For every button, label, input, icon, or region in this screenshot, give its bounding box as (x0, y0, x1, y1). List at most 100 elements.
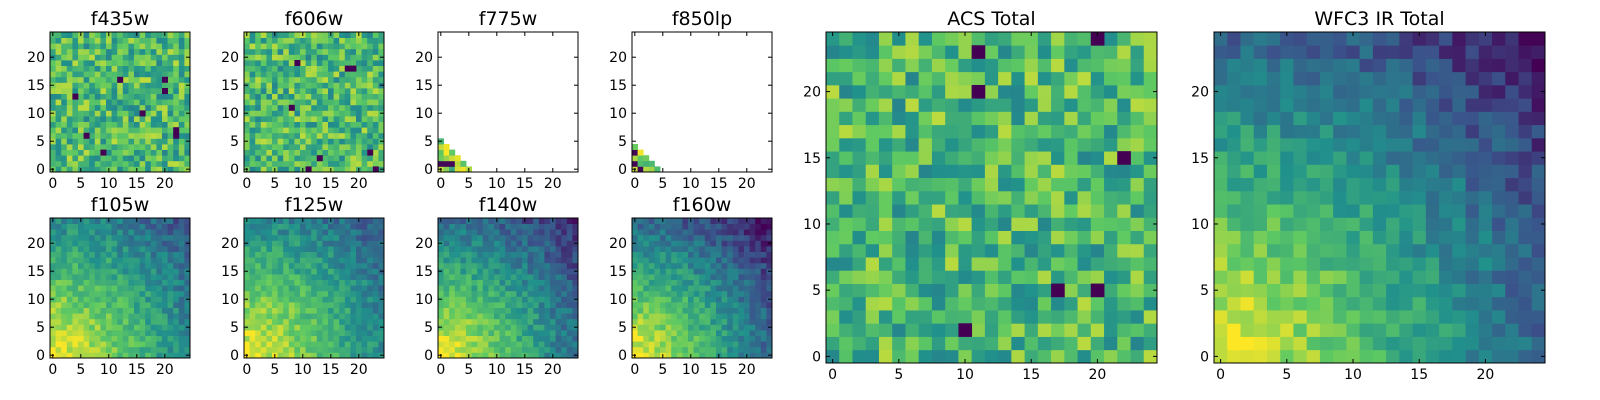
heatmap-cell (300, 110, 306, 117)
heatmap-cell (55, 324, 62, 331)
heatmap-cell (945, 58, 959, 73)
heatmap-cell (1425, 323, 1440, 337)
heatmap-cell (178, 82, 185, 89)
heatmap-cell (438, 307, 444, 314)
heatmap-cell (1051, 270, 1065, 284)
heatmap-cell (117, 324, 124, 331)
heatmap-cell (311, 335, 318, 342)
heatmap-cell (1319, 283, 1334, 298)
heatmap-cell (328, 341, 334, 348)
heatmap-cell (378, 104, 385, 111)
heatmap-cell (305, 274, 312, 280)
heatmap-cell (249, 60, 256, 66)
heatmap-cell (760, 223, 767, 230)
heatmap-cell (499, 223, 506, 230)
heatmap-cell (510, 307, 517, 314)
heatmap-cell (316, 71, 323, 78)
heatmap-cell (566, 290, 573, 297)
heatmap-cell (311, 149, 318, 156)
heatmap-cell (1518, 323, 1533, 337)
heatmap-cell (918, 270, 933, 284)
heatmap-cell (288, 149, 295, 156)
heatmap-cell (550, 346, 556, 353)
heatmap-cell (339, 76, 346, 83)
heatmap-cell (482, 341, 489, 348)
heatmap-cell (1399, 323, 1413, 337)
heatmap-cell (356, 88, 362, 94)
heatmap-cell (561, 330, 568, 336)
heatmap-cell (510, 262, 517, 269)
heatmap-cell (350, 54, 357, 61)
heatmap-cell (632, 279, 638, 286)
heatmap-cell (839, 45, 853, 59)
heatmap-cell (1090, 230, 1105, 245)
heatmap-cell (122, 65, 129, 72)
heatmap-cell (643, 352, 650, 359)
heatmap-cell (173, 121, 180, 128)
heatmap-cell (533, 229, 540, 236)
heatmap-cell (945, 217, 959, 231)
heatmap-cell (145, 132, 152, 139)
heatmap-cell (1024, 230, 1039, 245)
heatmap-cell (255, 93, 262, 100)
heatmap-cell (300, 54, 306, 61)
heatmap-cell (283, 285, 290, 292)
y-tick-label: 10 (415, 292, 433, 308)
heatmap-cell (648, 330, 655, 336)
axes-frame (437, 31, 579, 173)
y-tick-label: 5 (36, 320, 45, 336)
heatmap-cell (716, 290, 722, 297)
heatmap-cell (344, 313, 351, 320)
heatmap-cell (693, 318, 700, 325)
heatmap-cell (122, 48, 129, 55)
heatmap-cell (322, 93, 329, 100)
heatmap-cell (984, 71, 999, 86)
heatmap-cell (1117, 111, 1131, 126)
heatmap-cell (361, 324, 368, 331)
heatmap-cell (372, 330, 379, 336)
heatmap-cell (167, 82, 174, 89)
heatmap-cell (918, 71, 933, 86)
heatmap-cell (100, 262, 107, 269)
heatmap-cell (100, 60, 107, 66)
heatmap-cell (184, 274, 191, 280)
heatmap-cell (150, 302, 157, 308)
heatmap-cell (311, 127, 318, 134)
heatmap-cell (378, 99, 385, 106)
heatmap-cell (294, 127, 301, 134)
heatmap-cell (150, 127, 157, 134)
y-tick-label: 0 (230, 162, 239, 178)
heatmap-cell (333, 65, 340, 72)
heatmap-cell (466, 234, 472, 241)
heatmap-cell (637, 223, 644, 230)
heatmap-cell (839, 230, 853, 245)
heatmap-cell (1319, 323, 1334, 337)
heatmap-cell (727, 346, 734, 353)
heatmap-cell (1253, 243, 1268, 258)
heatmap-cell (693, 324, 700, 331)
heatmap-cell (648, 218, 655, 224)
heatmap-cell (322, 229, 329, 236)
heatmap-cell (167, 307, 174, 314)
heatmap-cell (839, 151, 853, 165)
heatmap-cell (173, 82, 180, 89)
heatmap-cell (716, 268, 722, 275)
heatmap-cell (283, 82, 290, 89)
heatmap-cell (244, 229, 250, 236)
heatmap-cell (294, 88, 301, 94)
heatmap-cell (561, 307, 568, 314)
heatmap-cell (50, 160, 56, 167)
heatmap-cell (852, 230, 867, 245)
heatmap-cell (682, 246, 689, 252)
heatmap-cell (494, 341, 500, 348)
heatmap-cell (660, 234, 666, 241)
heatmap-cell (61, 296, 68, 303)
heatmap-cell (505, 318, 512, 325)
heatmap-cell (184, 60, 191, 66)
heatmap-cell (372, 218, 379, 224)
heatmap-cell (272, 268, 278, 275)
heatmap-cell (150, 60, 157, 66)
heatmap-cell (333, 116, 340, 122)
heatmap-cell (505, 341, 512, 348)
heatmap-cell (1399, 336, 1413, 351)
